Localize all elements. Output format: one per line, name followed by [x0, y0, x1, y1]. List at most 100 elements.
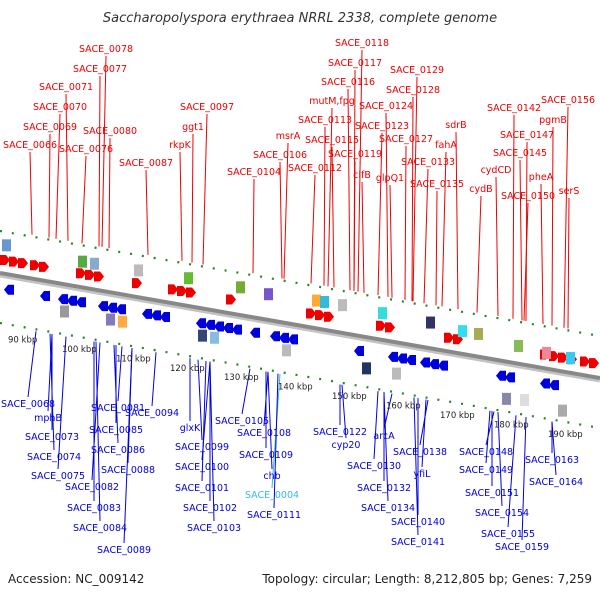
top-gene-label[interactable]: SACE_0078: [79, 44, 133, 55]
top-gene-label[interactable]: SACE_0069: [23, 122, 77, 133]
leader-line: [419, 399, 429, 446]
domain-block: [106, 313, 115, 326]
top-gene-label[interactable]: sdrB: [445, 120, 466, 131]
bottom-gene-label[interactable]: SACE_0154: [475, 508, 529, 519]
top-gene-label[interactable]: SACE_0145: [493, 148, 547, 159]
top-gene-label[interactable]: clfB: [353, 170, 371, 181]
top-gene-label[interactable]: pgmB: [539, 115, 567, 126]
bottom-gene-label[interactable]: glxK: [180, 423, 201, 434]
bottom-gene-label[interactable]: yfiL: [414, 469, 432, 480]
top-gene-label[interactable]: SACE_0129: [390, 65, 444, 76]
bottom-gene-label[interactable]: SACE_0004: [245, 490, 299, 501]
bottom-gene-label[interactable]: SACE_0103: [187, 523, 241, 534]
bottom-gene-label[interactable]: SACE_0068: [1, 399, 55, 410]
top-gene-label[interactable]: SACE_0116: [321, 77, 375, 88]
top-gene-label[interactable]: SACE_0133: [401, 157, 455, 168]
top-gene-label[interactable]: SACE_0150: [501, 191, 555, 202]
top-gene-label[interactable]: fahA: [435, 140, 457, 151]
top-gene-label[interactable]: rkpK: [169, 140, 191, 151]
bottom-gene-label[interactable]: SACE_0074: [27, 452, 81, 463]
bottom-gene-label[interactable]: SACE_0082: [65, 482, 119, 493]
leader-line: [519, 159, 523, 321]
bottom-gene-label[interactable]: SACE_0148: [459, 447, 513, 458]
bottom-gene-label[interactable]: SACE_0081: [91, 403, 145, 414]
bottom-gene-label[interactable]: SACE_0099: [175, 442, 229, 453]
bottom-gene-label[interactable]: SACE_0105: [215, 416, 269, 427]
bottom-gene-label[interactable]: SACE_0151: [465, 488, 519, 499]
reverse-gene-labels[interactable]: SACE_0068 mphB SACE_0073 SACE_0074 SACE_0075…: [1, 399, 583, 556]
reverse-gene-arrow: [279, 332, 289, 343]
bottom-gene-label[interactable]: SACE_0134: [361, 503, 415, 514]
bottom-gene-label[interactable]: SACE_0149: [459, 465, 513, 476]
top-gene-label[interactable]: SACE_0070: [33, 102, 87, 113]
top-gene-label[interactable]: SACE_0071: [39, 82, 93, 93]
top-gene-label[interactable]: serS: [559, 186, 580, 197]
top-gene-label[interactable]: SACE_0117: [328, 58, 382, 69]
bottom-gene-label[interactable]: chb: [263, 471, 280, 482]
top-gene-label[interactable]: SACE_0156: [541, 95, 595, 106]
top-gene-label[interactable]: SACE_0127: [379, 134, 433, 145]
top-gene-label[interactable]: SACE_0080: [83, 126, 137, 137]
top-gene-label[interactable]: SACE_0128: [386, 85, 440, 96]
top-gene-label[interactable]: SACE_0076: [59, 144, 113, 155]
top-gene-label[interactable]: SACE_0087: [119, 158, 173, 169]
forward-gene-arrow: [0, 255, 10, 265]
top-gene-label[interactable]: pheA: [529, 172, 554, 183]
leader-line: [435, 190, 438, 306]
bottom-gene-label[interactable]: SACE_0155: [481, 529, 535, 540]
bottom-gene-label[interactable]: SACE_0101: [175, 483, 229, 494]
top-gene-label[interactable]: SACE_0106: [253, 150, 307, 161]
top-gene-label[interactable]: msrA: [276, 131, 301, 142]
top-gene-label[interactable]: SACE_0097: [180, 102, 234, 113]
top-gene-label[interactable]: SACE_0115: [305, 135, 359, 146]
label-leader-lines: [27, 49, 570, 544]
bottom-gene-label[interactable]: SACE_0138: [393, 447, 447, 458]
bottom-gene-label[interactable]: SACE_0164: [529, 477, 583, 488]
bottom-gene-label[interactable]: SACE_0089: [97, 545, 151, 556]
bottom-gene-label[interactable]: SACE_0140: [391, 517, 445, 528]
top-gene-label[interactable]: cydB: [469, 184, 492, 195]
top-gene-label[interactable]: SACE_0142: [487, 103, 541, 114]
bottom-gene-label[interactable]: SACE_0073: [25, 432, 79, 443]
bottom-gene-label[interactable]: SACE_0111: [247, 510, 301, 521]
bottom-gene-label[interactable]: SACE_0159: [495, 542, 549, 553]
leader-line: [389, 184, 393, 298]
bottom-gene-label[interactable]: SACE_0088: [101, 465, 155, 476]
bottom-gene-label[interactable]: SACE_0108: [237, 428, 291, 439]
bottom-gene-label[interactable]: SACE_0109: [239, 450, 293, 461]
bottom-gene-label[interactable]: arcA: [373, 431, 395, 442]
bottom-gene-label[interactable]: SACE_0141: [391, 537, 445, 548]
top-gene-label[interactable]: SACE_0077: [73, 64, 127, 75]
bottom-gene-label[interactable]: SACE_0094: [125, 408, 179, 419]
bottom-gene-label[interactable]: SACE_0122: [313, 427, 367, 438]
top-gene-label[interactable]: SACE_0123: [355, 121, 409, 132]
bottom-gene-label[interactable]: SACE_0086: [91, 445, 145, 456]
forward-gene-labels[interactable]: SACE_0078 SACE_0077 SACE_0071 SACE_0070 SACE…: [3, 38, 595, 202]
top-gene-label[interactable]: SACE_0147: [500, 130, 554, 141]
bottom-gene-label[interactable]: SACE_0085: [89, 425, 143, 436]
bottom-gene-label[interactable]: SACE_0075: [31, 471, 85, 482]
bottom-gene-label[interactable]: mphB: [34, 413, 62, 424]
top-gene-label[interactable]: SACE_0124: [359, 101, 413, 112]
top-gene-label[interactable]: mutM,fpg: [309, 96, 355, 107]
top-gene-label[interactable]: SACE_0112: [288, 163, 342, 174]
top-gene-label[interactable]: ggt1: [182, 122, 204, 133]
top-gene-label[interactable]: cydCD: [481, 165, 512, 176]
bottom-gene-label[interactable]: SACE_0100: [175, 462, 229, 473]
bottom-gene-label[interactable]: SACE_0102: [183, 503, 237, 514]
top-gene-label[interactable]: SACE_0066: [3, 140, 57, 151]
top-gene-label[interactable]: SACE_0135: [410, 179, 464, 190]
bottom-gene-label[interactable]: SACE_0163: [525, 455, 579, 466]
bottom-gene-label[interactable]: SACE_0084: [73, 523, 127, 534]
guide-dots: [0, 229, 600, 338]
bottom-gene-label[interactable]: SACE_0130: [347, 461, 401, 472]
bottom-gene-label[interactable]: cyp20: [332, 440, 361, 451]
top-gene-label[interactable]: SACE_0118: [335, 38, 389, 49]
bottom-gene-label[interactable]: SACE_0083: [67, 503, 121, 514]
top-gene-label[interactable]: glpQ1: [376, 173, 404, 184]
bottom-gene-label[interactable]: SACE_0132: [357, 483, 411, 494]
top-gene-label[interactable]: SACE_0119: [328, 149, 382, 160]
top-gene-label[interactable]: SACE_0113: [298, 115, 352, 126]
top-gene-label[interactable]: SACE_0104: [227, 167, 281, 178]
reverse-gene-arrow: [354, 345, 364, 356]
